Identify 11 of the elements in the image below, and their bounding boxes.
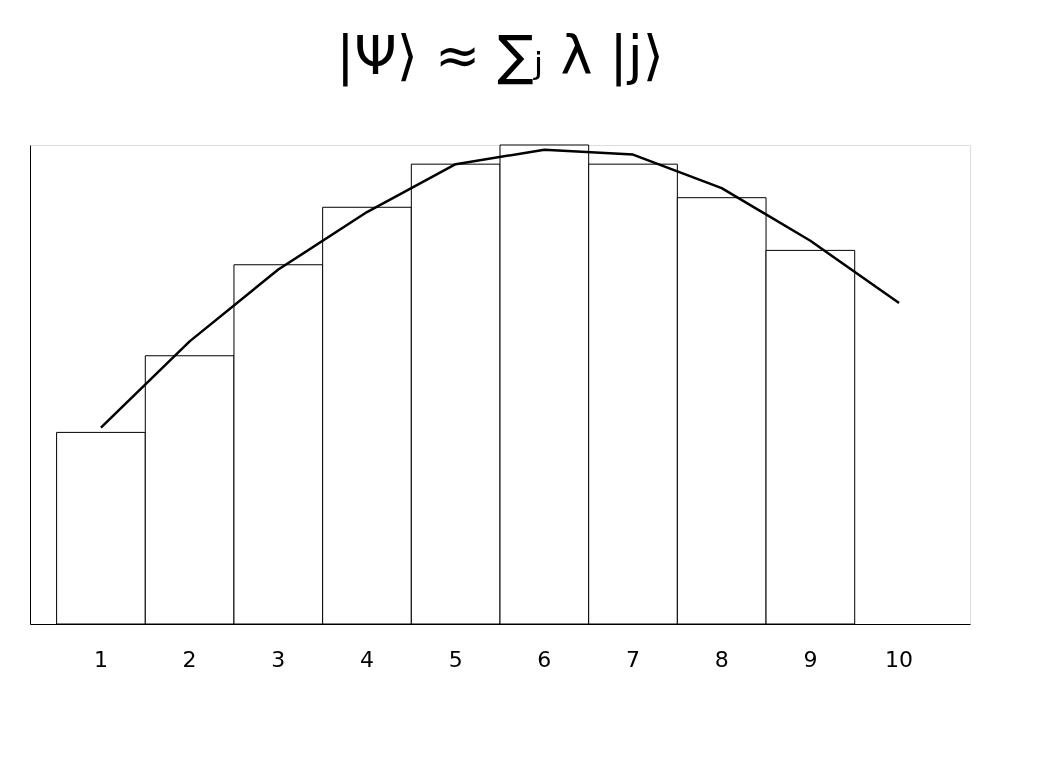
x-tick-label: 1: [93, 646, 108, 672]
x-tick-label: 8: [714, 646, 729, 672]
x-tick-label: 6: [537, 646, 552, 672]
x-tick-label: 7: [626, 646, 641, 672]
x-tick-label: 10: [885, 646, 914, 672]
x-tick-label: 4: [359, 646, 374, 672]
x-tick-label: 2: [182, 646, 197, 672]
x-tick-label: 5: [448, 646, 463, 672]
x-tick-label: 9: [803, 646, 818, 672]
chart-title: |Ψ⟩ ≈ ∑ⱼ λ |j⟩: [336, 23, 664, 87]
x-tick-label: 3: [271, 646, 286, 672]
